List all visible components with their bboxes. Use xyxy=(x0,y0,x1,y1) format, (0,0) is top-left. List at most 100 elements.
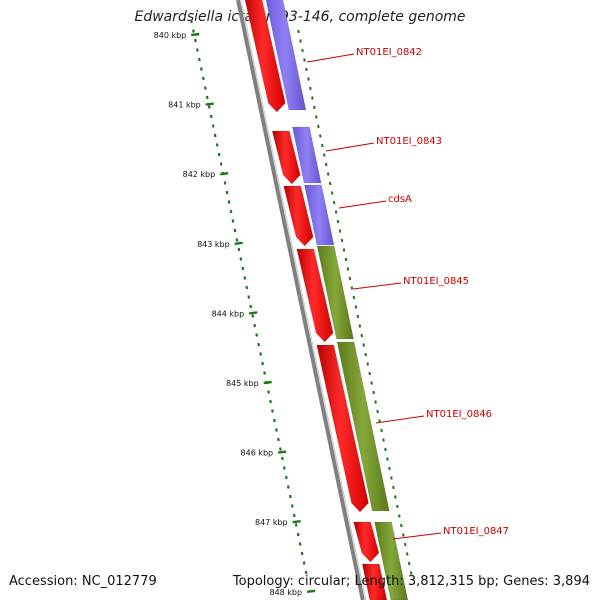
scale-tick xyxy=(249,311,258,315)
outer-dot xyxy=(346,267,350,271)
red-feature-arrow xyxy=(271,130,301,185)
scale-dot xyxy=(255,333,259,337)
outer-dot xyxy=(396,504,399,509)
scale-dot xyxy=(282,466,286,470)
gene-leader-line xyxy=(375,415,425,424)
backbone-line xyxy=(236,0,365,600)
gene-label: NT01EI_0842 xyxy=(356,47,422,58)
scale-dot xyxy=(271,409,274,413)
scale-dot xyxy=(231,219,235,223)
scale-dot xyxy=(273,418,276,423)
purple-feature-band xyxy=(304,184,335,246)
outer-dot xyxy=(318,134,322,138)
red-feature-arrow xyxy=(316,344,369,513)
scale-tick-label: 848 kbp xyxy=(269,588,302,597)
gene-leader-line xyxy=(352,282,402,290)
purple-feature-band xyxy=(292,126,322,184)
outer-dot xyxy=(376,409,379,414)
outer-dot xyxy=(322,153,326,157)
gene-leader-line xyxy=(338,200,387,209)
outer-dot xyxy=(305,67,308,72)
outer-dot xyxy=(354,305,358,309)
backbone-highlight xyxy=(240,0,367,600)
outer-dot xyxy=(364,352,368,357)
outer-dot xyxy=(324,162,328,167)
outer-dot xyxy=(370,381,373,385)
scale-tick-label: 840 kbp xyxy=(154,31,187,40)
scale-dot xyxy=(292,513,296,518)
scale-tick xyxy=(205,102,214,106)
scale-dot xyxy=(199,67,203,71)
dotted-scale-track xyxy=(190,19,413,575)
scale-tick xyxy=(234,241,243,245)
outer-dot xyxy=(301,48,304,53)
scale-tick xyxy=(263,380,272,385)
outer-dot xyxy=(313,105,316,110)
outer-dot xyxy=(360,333,364,338)
genome-backbone xyxy=(236,0,367,600)
scale-dot xyxy=(298,542,302,546)
scale-dot xyxy=(227,200,231,204)
scale-dot xyxy=(219,162,223,166)
outer-dot xyxy=(384,447,387,452)
outer-dot xyxy=(344,257,348,262)
scale-dot xyxy=(235,238,239,242)
green-feature-band xyxy=(336,341,390,512)
scale-dot xyxy=(279,447,282,451)
scale-tick-label: 844 kbp xyxy=(212,309,245,318)
scale-tick-label: 843 kbp xyxy=(197,240,230,249)
outer-dot xyxy=(326,172,330,176)
scale-dot xyxy=(247,295,251,299)
outer-dot xyxy=(368,371,371,376)
scale-dot xyxy=(229,209,233,214)
scale-dot xyxy=(207,105,211,109)
scale-dot xyxy=(213,133,217,138)
outer-dot xyxy=(401,533,405,537)
scale-dot xyxy=(192,29,195,33)
gene-label: NT01EI_0843 xyxy=(376,136,442,147)
red-feature-arrow xyxy=(296,248,334,343)
gene-leader-line xyxy=(392,532,442,540)
scale-dot xyxy=(217,152,221,157)
scale-dot xyxy=(294,523,298,527)
scale-dot xyxy=(190,19,193,24)
gene-label: NT01EI_0846 xyxy=(426,409,492,420)
map-title: Edwardsiella ictaluri 93-146, complete g… xyxy=(134,9,466,25)
scale-dot xyxy=(263,371,266,375)
red-feature-arrow xyxy=(244,0,286,113)
scale-tick-label: 846 kbp xyxy=(241,449,274,458)
scale-dot xyxy=(211,124,215,128)
outer-dot xyxy=(330,191,334,195)
outer-dot xyxy=(382,438,385,442)
scale-tick xyxy=(191,32,200,37)
outer-dot xyxy=(366,362,370,366)
outer-dot xyxy=(334,210,338,214)
scale-dot xyxy=(239,257,243,261)
scale-dot xyxy=(197,57,201,62)
gene-label: NT01EI_0847 xyxy=(443,526,509,537)
outer-dot xyxy=(392,485,395,490)
scale-dot xyxy=(241,266,245,271)
outer-dot xyxy=(358,324,362,328)
scale-dot xyxy=(196,48,199,52)
outer-dot xyxy=(403,542,407,547)
scale-dot xyxy=(243,276,247,280)
scale-dot xyxy=(253,323,257,328)
outer-dot xyxy=(356,314,360,319)
outer-dot xyxy=(348,276,352,281)
outer-dot xyxy=(340,238,344,243)
outer-dot xyxy=(394,495,397,499)
scale-dot xyxy=(296,532,300,537)
outer-dot xyxy=(386,457,389,461)
scale-dot xyxy=(249,304,253,309)
scale-tick xyxy=(306,589,316,593)
outer-dot xyxy=(362,343,366,347)
scale-ticks: 840 kbp 841 kbp 842 kbp 843 kbp 844 kbp 845 k… xyxy=(154,31,316,597)
outer-dot xyxy=(317,124,320,129)
scale-tick xyxy=(277,450,287,454)
scale-dot xyxy=(245,285,249,290)
scale-tick-label: 847 kbp xyxy=(255,518,288,527)
outer-dot xyxy=(315,115,318,119)
scale-dot xyxy=(267,390,270,394)
scale-tick-label: 842 kbp xyxy=(183,170,216,179)
